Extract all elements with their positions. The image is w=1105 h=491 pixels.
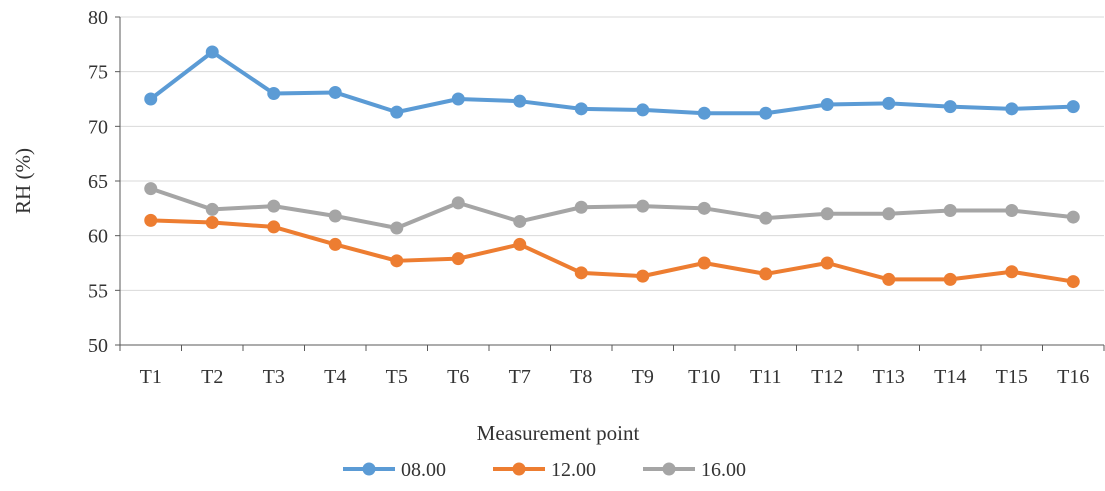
data-point xyxy=(205,216,219,230)
data-point xyxy=(882,96,896,110)
x-axis-title: Measurement point xyxy=(477,421,640,445)
tick-labels: 50 55 60 65 70 75 80 T1 T2 T3 T4 T5 T6 T7 T8 T9 T10 T11 T1… xyxy=(88,7,1089,388)
data-point xyxy=(636,199,650,213)
data-point xyxy=(451,92,465,106)
data-point xyxy=(1066,210,1080,224)
y-tick-label: 50 xyxy=(88,335,108,357)
series-08.00 xyxy=(144,45,1080,120)
x-tick-label: T5 xyxy=(386,366,408,388)
legend-item: 16.00 xyxy=(643,459,746,481)
legend-swatch-marker xyxy=(362,462,376,476)
y-tick-label: 55 xyxy=(88,280,108,302)
data-point xyxy=(697,256,711,270)
x-tick-label: T9 xyxy=(632,366,654,388)
data-point xyxy=(759,267,773,281)
x-tick-label: T6 xyxy=(447,366,469,388)
data-point xyxy=(513,94,527,108)
data-point xyxy=(1005,204,1019,218)
data-point xyxy=(328,85,342,99)
y-tick-label: 60 xyxy=(88,226,108,248)
legend-item: 12.00 xyxy=(493,459,596,481)
data-point xyxy=(1005,265,1019,279)
x-tick-label: T2 xyxy=(201,366,223,388)
data-point xyxy=(574,200,588,214)
x-tick-label: T4 xyxy=(324,366,346,388)
data-point xyxy=(328,209,342,223)
legend-label: 08.00 xyxy=(401,459,446,481)
data-point xyxy=(636,269,650,283)
legend-swatch-marker xyxy=(662,462,676,476)
x-tick-label: T12 xyxy=(811,366,843,388)
y-tick-label: 70 xyxy=(88,116,108,138)
series-line xyxy=(148,186,1076,231)
data-point xyxy=(697,201,711,215)
x-tick-label: T16 xyxy=(1057,366,1089,388)
data-point xyxy=(1066,100,1080,114)
x-tick-label: T11 xyxy=(750,366,781,388)
data-point xyxy=(759,211,773,225)
y-tick-label: 65 xyxy=(88,171,108,193)
x-tick-label: T8 xyxy=(570,366,592,388)
data-point xyxy=(513,237,527,251)
legend-swatch-marker xyxy=(512,462,526,476)
legend-item: 08.00 xyxy=(343,459,446,481)
legend: 08.00 12.00 16.00 xyxy=(343,459,746,481)
series-lines xyxy=(144,45,1080,289)
data-point xyxy=(943,100,957,114)
data-point xyxy=(697,106,711,120)
data-point xyxy=(267,199,281,213)
data-point xyxy=(267,220,281,234)
y-axis-title: RH (%) xyxy=(11,148,35,214)
data-point xyxy=(390,254,404,268)
x-tick-label: T14 xyxy=(934,366,966,388)
data-point xyxy=(144,92,158,106)
data-point xyxy=(820,97,834,111)
data-point xyxy=(943,272,957,286)
y-tick-label: 75 xyxy=(88,62,108,84)
x-tick-label: T1 xyxy=(140,366,162,388)
data-point xyxy=(328,237,342,251)
x-tick-label: T15 xyxy=(996,366,1028,388)
x-tick-label: T10 xyxy=(688,366,720,388)
y-tick-label: 80 xyxy=(88,7,108,29)
series-12.00 xyxy=(144,213,1080,289)
x-tick-label: T13 xyxy=(873,366,905,388)
data-point xyxy=(882,207,896,221)
data-point xyxy=(759,106,773,120)
series-line xyxy=(148,218,1076,284)
data-point xyxy=(820,207,834,221)
data-point xyxy=(144,213,158,227)
data-point xyxy=(882,272,896,286)
series-16.00 xyxy=(144,182,1080,235)
legend-label: 16.00 xyxy=(701,459,746,481)
data-point xyxy=(820,256,834,270)
data-point xyxy=(205,202,219,216)
data-point xyxy=(574,102,588,116)
data-point xyxy=(574,266,588,280)
data-point xyxy=(451,196,465,210)
data-point xyxy=(205,45,219,59)
x-tick-label: T3 xyxy=(263,366,285,388)
data-point xyxy=(267,87,281,101)
data-point xyxy=(144,182,158,196)
data-point xyxy=(1066,275,1080,289)
series-line xyxy=(148,49,1076,116)
gridlines xyxy=(120,16,1104,291)
data-point xyxy=(513,214,527,228)
data-point xyxy=(1005,102,1019,116)
data-point xyxy=(943,204,957,218)
data-point xyxy=(451,252,465,266)
legend-label: 12.00 xyxy=(551,459,596,481)
axes xyxy=(115,16,1105,351)
data-point xyxy=(636,103,650,117)
data-point xyxy=(390,105,404,119)
data-point xyxy=(390,221,404,235)
x-tick-label: T7 xyxy=(509,366,531,388)
